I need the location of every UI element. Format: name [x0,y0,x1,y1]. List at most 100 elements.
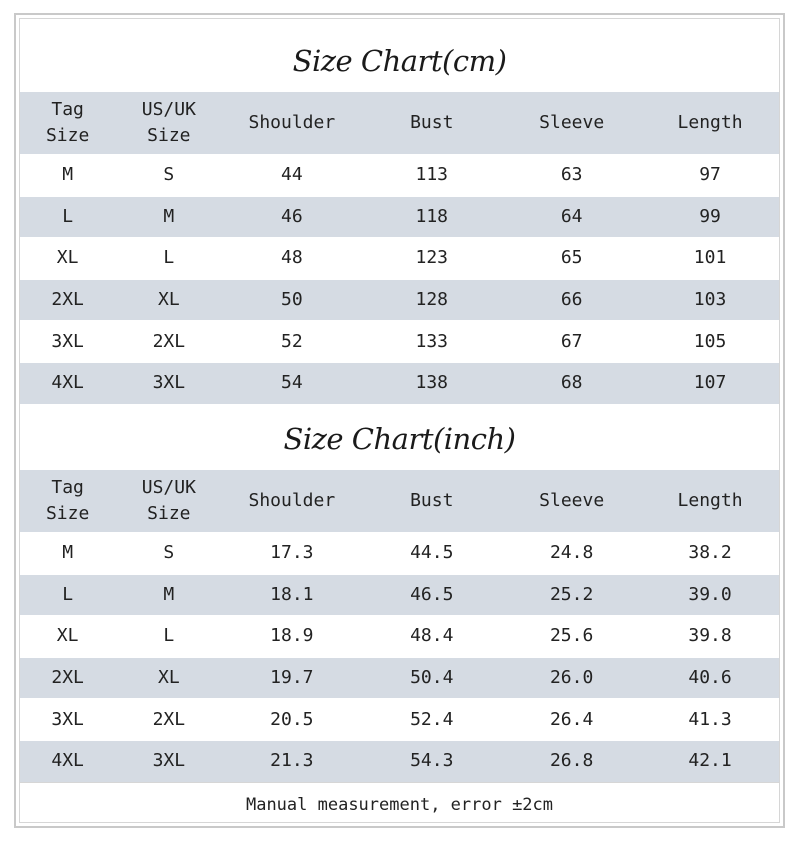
cell-tag-size: XL [56,247,79,269]
cell-length: 39.8 [688,625,732,647]
cell-tag-size: 4XL [51,750,84,772]
cell-sleeve: 25.6 [549,625,594,647]
header-shoulder: Shoulder [248,112,336,133]
cell-bust: 133 [415,330,449,352]
cell-length: 105 [693,330,727,352]
cell-us-uk-size: 2XL [152,708,186,730]
table-row: 3XL 2XL 52 133 67 105 [20,321,779,363]
cell-bust: 46.5 [410,583,454,605]
cell-shoulder: 50 [281,289,303,311]
inch-chart-title: Size Chart(inch) [283,422,516,456]
cell-tag-size: 4XL [51,372,84,394]
cm-table-header-row: Tag Size US/UK Size Shoulder Bust Sleeve… [20,92,779,155]
cell-us-uk-size: S [163,542,175,564]
cell-sleeve: 65 [560,247,583,269]
header-tag-line2: Size [45,125,90,146]
inch-size-table: Tag Size US/UK Size Shoulder Bust Sleeve… [20,470,779,783]
cell-length: 40.6 [688,667,732,689]
cell-tag-size: 3XL [51,330,84,352]
cell-sleeve: 68 [560,372,583,394]
cell-tag-size: 2XL [51,667,84,689]
cell-shoulder: 46 [281,205,303,227]
cell-shoulder: 19.7 [270,667,314,689]
cell-us-uk-size: 3XL [152,372,186,394]
cell-us-uk-size: XL [157,667,180,689]
cell-bust: 128 [415,289,449,311]
cell-tag-size: 3XL [51,708,84,730]
cell-sleeve: 25.2 [549,583,594,605]
cell-bust: 113 [415,164,449,186]
header-us-line1: US/UK [141,477,196,498]
cell-bust: 52.4 [410,708,454,730]
cell-us-uk-size: L [163,247,175,269]
cell-bust: 44.5 [410,542,454,564]
cell-sleeve: 63 [560,164,583,186]
cell-bust: 54.3 [410,750,454,772]
cell-us-uk-size: S [163,164,175,186]
cell-sleeve: 24.8 [549,542,594,564]
cell-bust: 123 [415,247,449,269]
cell-shoulder: 44 [281,164,303,186]
cell-tag-size: 2XL [51,289,84,311]
cell-sleeve: 26.4 [549,708,594,730]
cell-us-uk-size: XL [157,289,180,311]
cell-shoulder: 18.1 [270,583,314,605]
header-us-uk-size: US/UK Size [115,97,222,149]
table-row: 4XL 3XL 54 138 68 107 [20,362,779,405]
table-row: 3XL 2XL 20.5 52.4 26.4 41.3 [20,699,779,741]
header-bust: Bust [410,112,454,133]
header-tag-line1: Tag [51,99,84,120]
size-chart-frame: Size Chart(cm) Tag Size US/UK Size Shoul… [14,13,785,828]
table-row: 2XL XL 19.7 50.4 26.0 40.6 [20,657,779,700]
cell-sleeve: 66 [560,289,583,311]
table-row: 2XL XL 50 128 66 103 [20,279,779,322]
cell-shoulder: 18.9 [270,625,314,647]
cell-us-uk-size: M [163,205,175,227]
inch-table-body: M S 17.3 44.5 24.8 38.2 L M 18.1 46.5 25.2 39.0 XL L 1… [20,533,779,783]
cell-bust: 118 [415,205,449,227]
header-length: Length [677,490,743,511]
cell-us-uk-size: 3XL [152,750,186,772]
size-chart-inner: Size Chart(cm) Tag Size US/UK Size Shoul… [19,18,780,823]
header-sleeve: Sleeve [539,112,605,133]
header-tag-line2: Size [45,503,90,524]
cell-length: 41.3 [688,708,732,730]
cell-length: 99 [699,205,721,227]
cell-sleeve: 67 [560,330,583,352]
cell-shoulder: 21.3 [270,750,314,772]
header-tag-size: Tag Size [20,97,115,149]
cell-tag-size: XL [56,625,79,647]
cm-table-body: M S 44 113 63 97 L M 46 118 64 99 XL L 48 123 65 101 2XL XL… [20,155,779,405]
cell-tag-size: L [62,583,74,605]
cell-tag-size: L [62,205,74,227]
table-row: M S 44 113 63 97 [20,155,779,197]
header-us-line2: Size [147,503,191,524]
header-length: Length [677,112,743,133]
table-row: XL L 18.9 48.4 25.6 39.8 [20,616,779,658]
cell-length: 97 [699,164,721,186]
cell-length: 101 [693,247,727,269]
cm-size-table: Tag Size US/UK Size Shoulder Bust Sleeve… [20,92,779,405]
cell-sleeve: 26.0 [549,667,594,689]
header-us-line1: US/UK [141,99,196,120]
header-tag-line1: Tag [51,477,84,498]
cell-shoulder: 20.5 [270,708,314,730]
cell-us-uk-size: M [163,583,175,605]
table-row: L M 46 118 64 99 [20,196,779,239]
cell-bust: 50.4 [410,667,454,689]
cell-length: 38.2 [688,542,732,564]
table-row: L M 18.1 46.5 25.2 39.0 [20,574,779,617]
cell-shoulder: 54 [281,372,303,394]
measurement-note: Manual measurement, error ±2cm [20,782,779,828]
cell-bust: 48.4 [410,625,454,647]
cell-tag-size: M [62,542,74,564]
cell-length: 42.1 [688,750,732,772]
cell-shoulder: 52 [281,330,303,352]
header-us-uk-size: US/UK Size [115,475,222,527]
cell-us-uk-size: L [163,625,175,647]
cell-length: 103 [693,289,727,311]
cm-chart-title: Size Chart(cm) [292,44,507,78]
cell-length: 39.0 [688,583,732,605]
cell-tag-size: M [62,164,74,186]
header-bust: Bust [410,490,454,511]
